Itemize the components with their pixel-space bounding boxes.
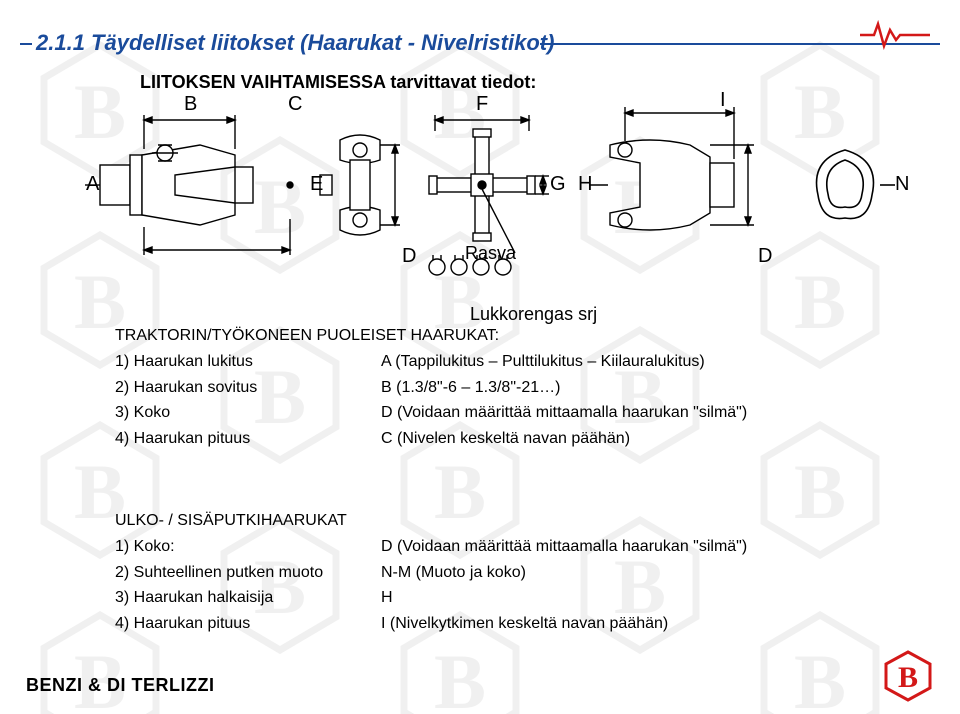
ulko-heading: ULKO- / SISÄPUTKIHAARUKAT [115, 510, 915, 532]
diagram-label-rasva: Rasva [465, 243, 516, 264]
traktorin-row1-l: 1) Haarukan lukitus [115, 351, 375, 373]
ulko-row2-r: N-M (Muoto ja koko) [381, 562, 915, 584]
traktorin-row4-l: 4) Haarukan pituus [115, 428, 375, 450]
ulko-row1-l: 1) Koko: [115, 536, 375, 558]
page: B 2.1.1 Täydelliset liitokset (Ha [0, 0, 960, 714]
diagram-label-g: G [550, 173, 566, 196]
diagram-label-d2: D [758, 245, 772, 268]
svg-text:B: B [898, 661, 918, 694]
diagram-label-i: I [720, 89, 726, 112]
traktorin-heading: TRAKTORIN/TYÖKONEEN PUOLEISET HAARUKAT: [115, 325, 915, 347]
diagram-label-c: C [288, 93, 302, 116]
diagram-label-h: H [578, 173, 592, 196]
ulko-row4-r: I (Nivelkytkimen keskeltä navan päähän) [381, 613, 915, 635]
diagram-label-d1: D [402, 245, 416, 268]
diagram-label-f: F [476, 93, 488, 116]
ulko-row2-l: 2) Suhteellinen putken muoto [115, 562, 375, 584]
traktorin-row2-r: B (1.3/8"-6 – 1.3/8"-21…) [381, 377, 915, 399]
page-title: 2.1.1 Täydelliset liitokset (Haarukat - … [36, 30, 554, 56]
ulko-grid: 1) Koko: D (Voidaan määrittää mittaamall… [115, 536, 915, 635]
diagram-label-lukko: Lukkorengas srj [470, 302, 597, 327]
diagram-label-n: N [895, 173, 909, 196]
traktorin-block: TRAKTORIN/TYÖKONEEN PUOLEISET HAARUKAT: … [115, 325, 915, 450]
ulko-row4-l: 4) Haarukan pituus [115, 613, 375, 635]
traktorin-row3-r: D (Voidaan määrittää mittaamalla haaruka… [381, 402, 915, 424]
ulko-row1-r: D (Voidaan määrittää mittaamalla haaruka… [381, 536, 915, 558]
ecg-icon [860, 20, 930, 50]
traktorin-row2-l: 2) Haarukan sovitus [115, 377, 375, 399]
header-rule: 2.1.1 Täydelliset liitokset (Haarukat - … [20, 32, 940, 54]
diagram-label-b: B [184, 93, 197, 116]
diagram-label-a: A [86, 173, 99, 196]
ulko-row3-r: H [381, 587, 915, 609]
subtitle: LIITOKSEN VAIHTAMISESSA tarvittavat tied… [140, 72, 536, 93]
footer-brand: BENZI & DI TERLIZZI [26, 675, 215, 696]
ulko-row3-l: 3) Haarukan halkaisija [115, 587, 375, 609]
diagram: A B C D E F G H I D N Rasva [80, 95, 900, 285]
brand-logo-icon: B [882, 650, 934, 702]
traktorin-grid: 1) Haarukan lukitus A (Tappilukitus – Pu… [115, 351, 915, 450]
header-rule-pre [20, 43, 32, 45]
traktorin-row4-r: C (Nivelen keskeltä navan päähän) [381, 428, 915, 450]
ulko-block: ULKO- / SISÄPUTKIHAARUKAT 1) Koko: D (Vo… [115, 510, 915, 635]
traktorin-row1-r: A (Tappilukitus – Pulttilukitus – Kiilau… [381, 351, 915, 373]
diagram-label-e: E [310, 173, 323, 196]
traktorin-row3-l: 3) Koko [115, 402, 375, 424]
